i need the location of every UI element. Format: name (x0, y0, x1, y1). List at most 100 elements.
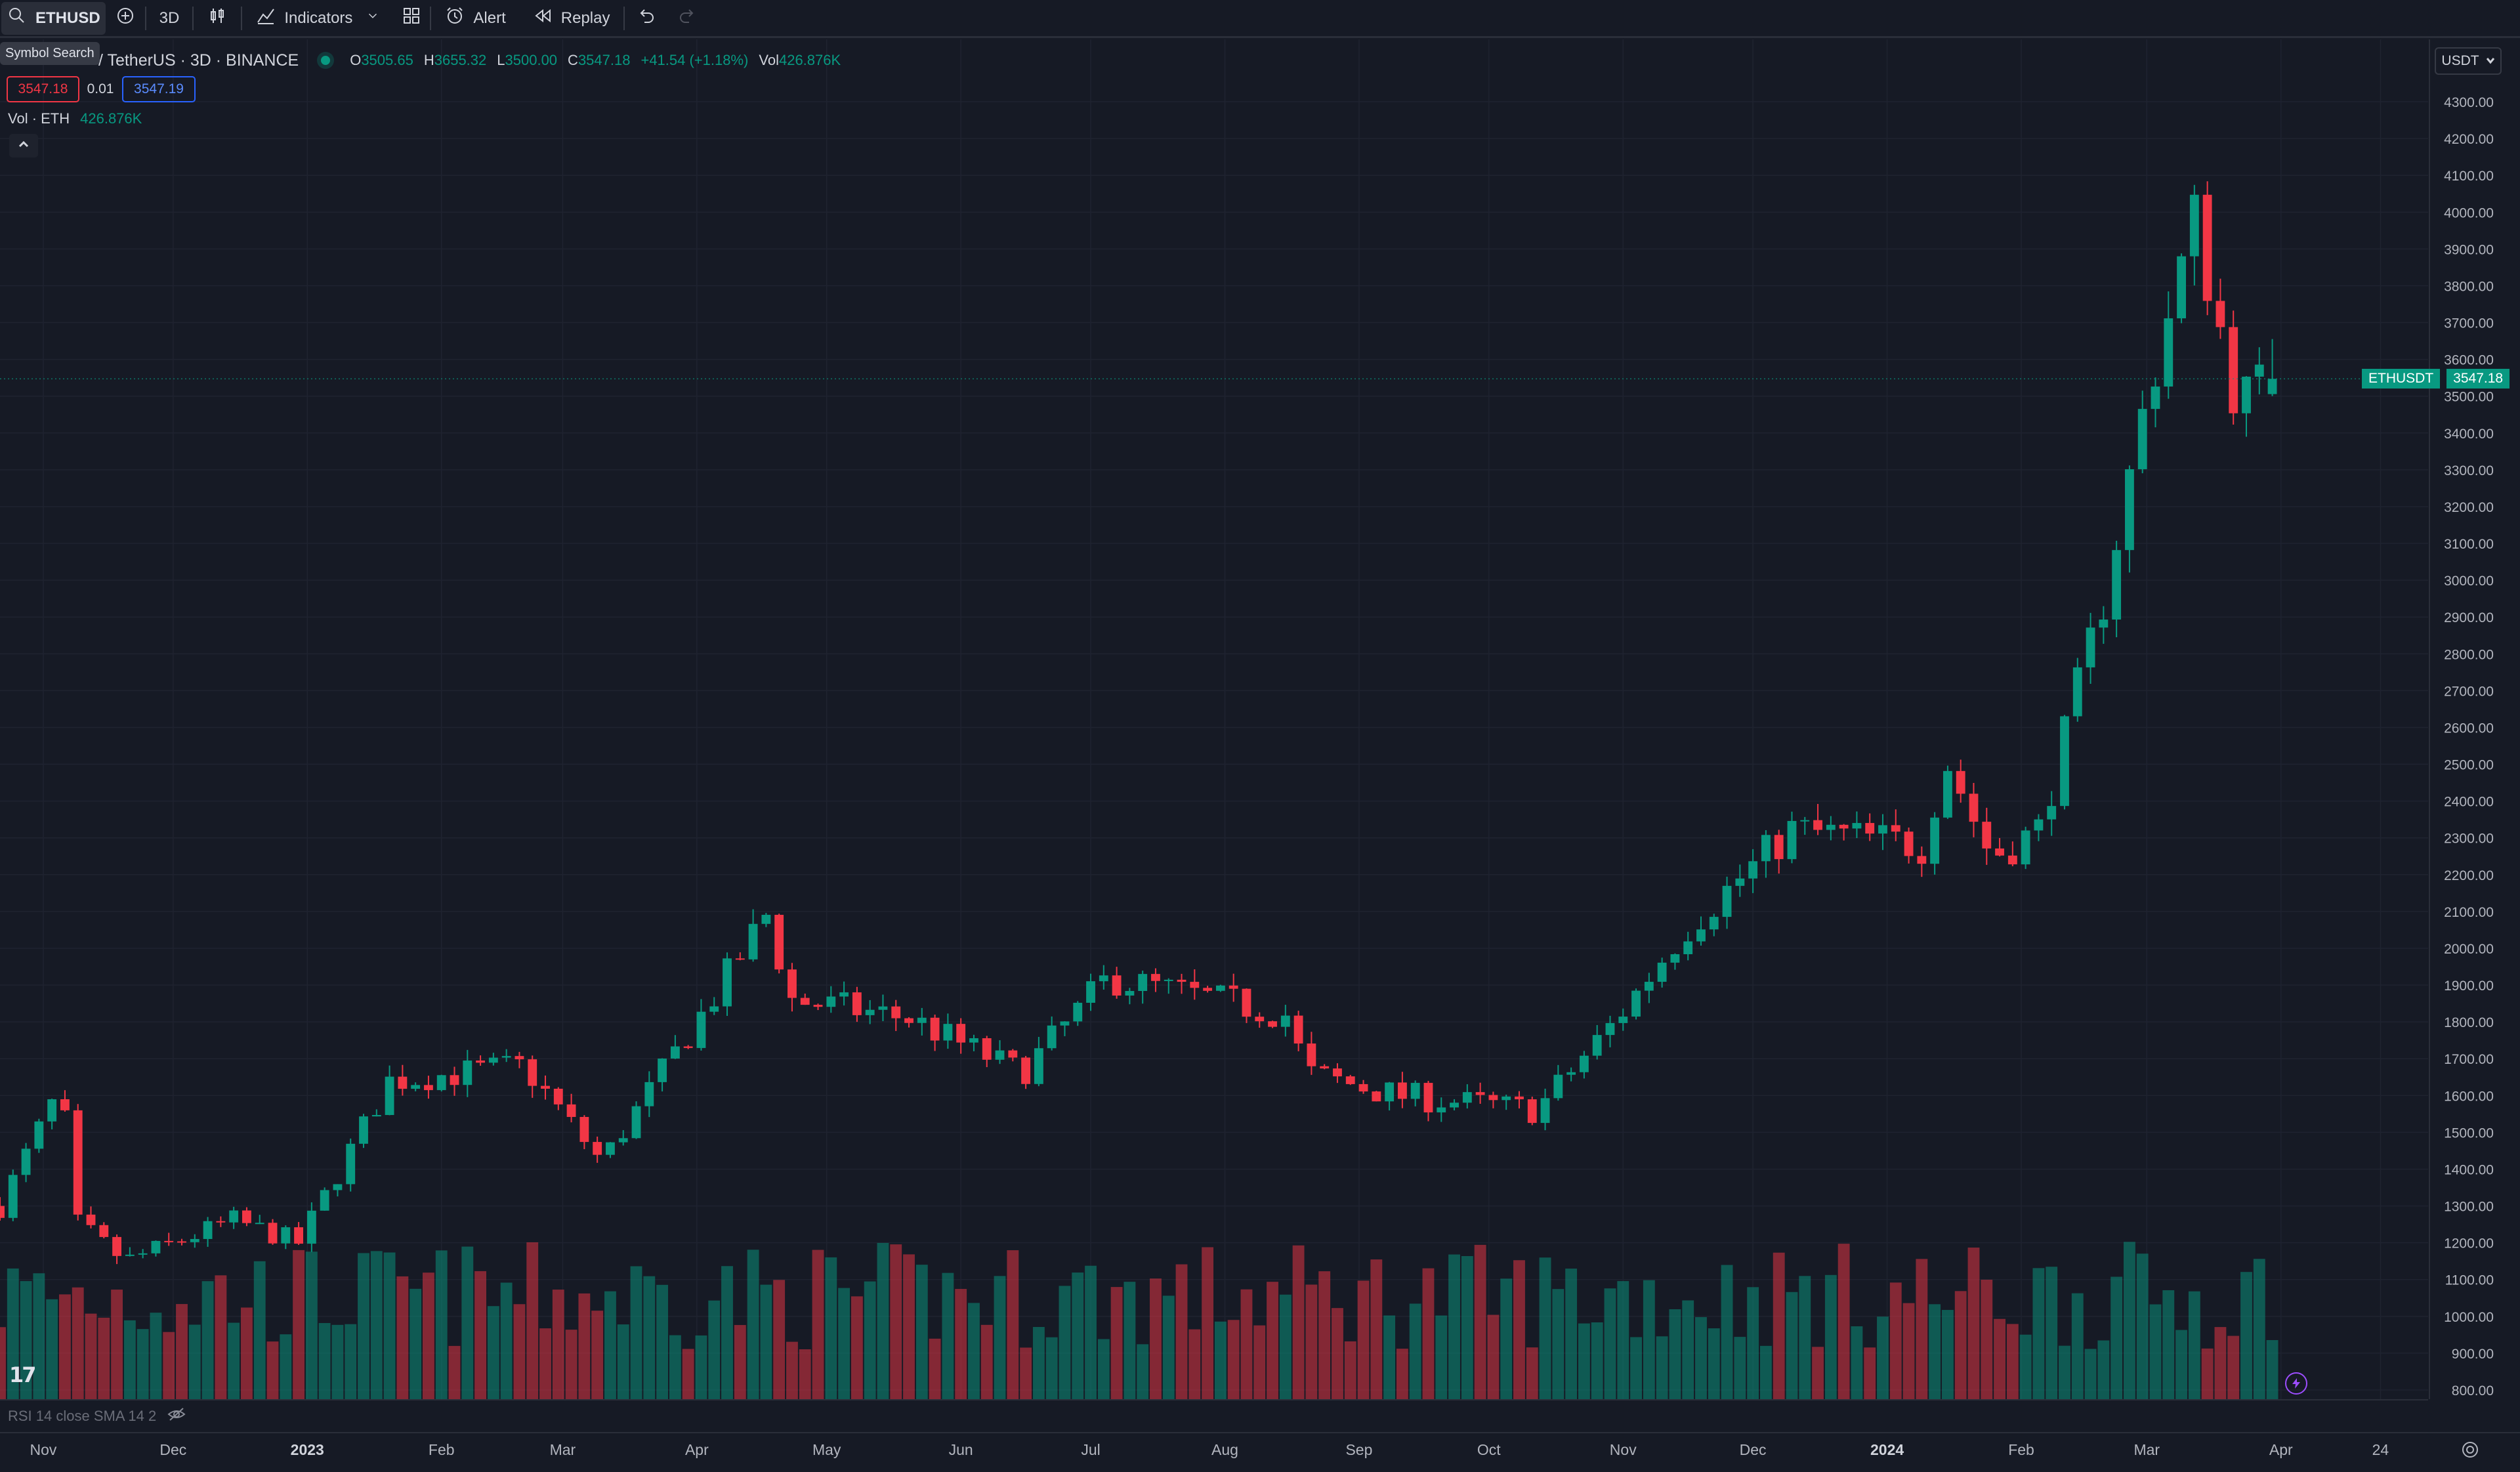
candle-body (8, 1175, 18, 1218)
volume-bar (2162, 1290, 2175, 1399)
layouts-button[interactable] (393, 0, 430, 37)
price-axis-label: 3000.00 (2444, 574, 2494, 589)
indicators-button[interactable]: Indicators (242, 0, 393, 37)
volume-bar (1552, 1289, 1564, 1399)
candle-body (1839, 824, 1849, 829)
price-axis-label: 2200.00 (2444, 868, 2494, 883)
time-axis-label: Mar (2133, 1441, 2160, 1458)
eye-hidden-icon[interactable] (167, 1406, 186, 1426)
rsi-pane[interactable]: RSI 14 close SMA 14 2 (0, 1399, 2428, 1432)
volume-bar (1812, 1347, 1824, 1399)
volume-bar (747, 1250, 759, 1399)
volume-bar (1889, 1282, 1902, 1399)
time-axis[interactable]: Nov Dec 2023 Feb Mar Apr May Jun Jul Aug Sep Oct Nov… (0, 1432, 2520, 1472)
candle-body (1450, 1103, 1459, 1108)
candle-body (359, 1116, 368, 1144)
price-axis-label: 3600.00 (2444, 353, 2494, 368)
interval-button[interactable]: 3D (146, 0, 193, 37)
candle-body (1164, 979, 1173, 981)
volume-bar (850, 1296, 863, 1399)
volume-bar (370, 1251, 383, 1399)
candle-body (723, 958, 732, 1007)
volume-bar (1137, 1344, 1149, 1399)
undo-button[interactable] (625, 0, 667, 37)
candle-body (229, 1210, 239, 1223)
volume-label: Vol · ETH (8, 110, 70, 127)
search-icon (7, 5, 28, 31)
candle-body (1540, 1098, 1550, 1124)
volume-bar (2136, 1253, 2149, 1399)
candle-body (1735, 878, 1745, 886)
symbol-search-button[interactable]: ETHUSD (1, 1, 106, 35)
sell-price-button[interactable]: 3547.18 (7, 76, 79, 102)
low-value: 3500.00 (505, 52, 558, 68)
candle-body (514, 1056, 524, 1060)
bolt-icon[interactable] (2285, 1372, 2307, 1395)
volume-legend[interactable]: Vol · ETH 426.876K (8, 110, 142, 127)
volume-bar (513, 1304, 526, 1399)
candle-body (2086, 627, 2095, 667)
volume-bar (2084, 1349, 2097, 1399)
time-axis-label: 2023 (290, 1441, 324, 1458)
currency-select[interactable]: USDT (2435, 47, 2502, 75)
price-axis[interactable]: 4300.00 4200.00 4100.00 4000.00 3900.00 3800.… (2444, 95, 2494, 1398)
volume-bar (1072, 1272, 1084, 1399)
candle-body (1151, 974, 1160, 981)
candle-body (1956, 770, 1965, 794)
price-axis-label: 2000.00 (2444, 942, 2494, 957)
volume-bar (72, 1287, 84, 1399)
volume-bar (2266, 1340, 2278, 1399)
volume-bar (526, 1242, 539, 1399)
volume-bar (630, 1266, 642, 1399)
candle-body (709, 1006, 719, 1012)
chevron-down-icon (366, 9, 380, 28)
volume-bar (695, 1335, 707, 1399)
replay-button[interactable]: Replay (519, 0, 623, 37)
volume-value: 426.876K (80, 110, 142, 127)
collapse-legend-button[interactable] (9, 134, 38, 158)
rewind-icon (532, 5, 553, 31)
top-toolbar: ETHUSD 3D Indicators (0, 0, 2520, 38)
symbol-legend[interactable]: / TetherUS · 3D · BINANCE O3505.65 H3655… (98, 47, 841, 74)
volume-bar (201, 1281, 214, 1399)
volume-bar (383, 1252, 396, 1399)
chart-type-button[interactable] (194, 0, 241, 37)
candle-body (1008, 1050, 1018, 1058)
volume-bar (1526, 1347, 1538, 1399)
candle-body (255, 1223, 264, 1225)
candle-body (2202, 194, 2212, 301)
vol-value: 426.876K (778, 52, 841, 68)
candle-body (1475, 1092, 1485, 1095)
time-axis-label: Sep (1345, 1441, 1373, 1458)
candle-body (800, 998, 810, 1005)
toolbar-divider (144, 6, 146, 30)
candle-body (203, 1221, 213, 1239)
candle-body (242, 1210, 251, 1223)
volume-bar (7, 1268, 19, 1399)
candle-body (1982, 822, 1992, 849)
candle-body (1345, 1076, 1355, 1084)
candle-body (1242, 988, 1251, 1017)
toolbar-divider (241, 6, 243, 30)
tradingview-logo[interactable]: 17 (9, 1362, 37, 1387)
candle-body (1592, 1035, 1602, 1056)
time-axis-label: Mar (549, 1441, 576, 1458)
candle-body (1502, 1096, 1511, 1101)
candle-body (2189, 194, 2199, 257)
candle-body (2047, 806, 2057, 820)
volume-bar (163, 1332, 175, 1399)
candle-body (2112, 550, 2122, 620)
candle-body (1566, 1072, 1576, 1075)
alert-button[interactable]: Alert (431, 0, 518, 37)
time-axis-label: Nov (1609, 1441, 1637, 1458)
candle-body (761, 914, 771, 924)
price-axis-label: 1900.00 (2444, 978, 2494, 994)
candle-body (1696, 929, 1706, 942)
candle-body (306, 1210, 316, 1244)
chart-settings-button[interactable] (2458, 1438, 2482, 1461)
buy-price-button[interactable]: 3547.19 (122, 76, 196, 102)
compare-symbol-button[interactable] (106, 0, 145, 37)
price-chart[interactable]: 4300.00 4200.00 4100.00 4000.00 3900.00 3800.… (0, 39, 2520, 1399)
time-axis-label: Aug (1211, 1441, 1238, 1458)
redo-button[interactable] (667, 0, 709, 37)
